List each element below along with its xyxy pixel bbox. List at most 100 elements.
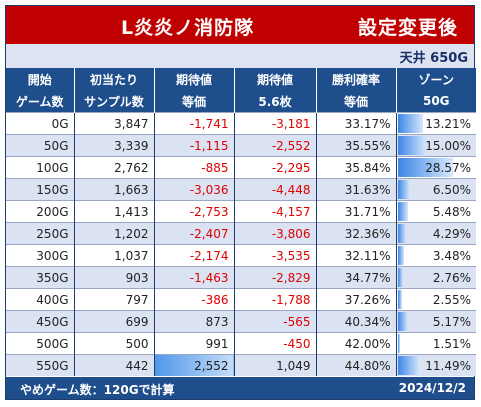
- header-start: 開始: [6, 68, 75, 90]
- table-row: 50G 3,339 -1,115 -2,552 35.55% 15.00%: [6, 134, 476, 157]
- cell-ev-56: -2,295: [234, 156, 317, 179]
- cell-samples: 3,339: [74, 134, 155, 157]
- table-row: 0G 3,847 -1,741 -3,181 33.17% 13.21%: [6, 112, 476, 135]
- cell-zone: 5.48%: [396, 200, 476, 223]
- cell-text: 5.48%: [432, 204, 471, 219]
- cell-zone: 3.48%: [396, 244, 476, 267]
- zone-rate-bar: [397, 202, 409, 221]
- zone-rate-bar: [397, 356, 420, 375]
- cell-text: 442: [125, 358, 149, 373]
- cell-start: 50G: [6, 134, 75, 157]
- cell-text: 1,037: [114, 248, 149, 263]
- zone-rate-bar: [397, 268, 403, 287]
- cell-text: 34.77%: [344, 270, 391, 285]
- cell-start: 450G: [6, 310, 75, 333]
- cell-samples: 797: [74, 288, 155, 311]
- zone-rate-bar: [397, 224, 406, 243]
- cell-text: 31.63%: [344, 182, 391, 197]
- cell-text: 1,202: [114, 226, 149, 241]
- cell-text: -885: [201, 160, 229, 175]
- cell-ev-equal: -1,741: [154, 112, 235, 135]
- cell-ev-equal: -2,407: [154, 222, 235, 245]
- title-bar: L炎炎ノ消防隊 設定変更後: [6, 6, 474, 44]
- cell-text: 200G: [36, 204, 69, 219]
- cell-start: 0G: [6, 112, 75, 135]
- table-row: 200G 1,413 -2,753 -4,157 31.71% 5.48%: [6, 200, 476, 223]
- cell-text: -1,115: [189, 138, 229, 153]
- cell-text: 2,762: [114, 160, 149, 175]
- cell-text: -386: [201, 292, 229, 307]
- table-row: 250G 1,202 -2,407 -3,806 32.36% 4.29%: [6, 222, 476, 245]
- cell-text: -3,036: [189, 182, 229, 197]
- data-table: 開始 初当たり 期待値 期待値 勝利確率 ゾーン ゲーム数 サンプル数 等価 5…: [6, 68, 476, 376]
- cell-samples: 1,202: [74, 222, 155, 245]
- cell-text: 15.00%: [425, 138, 471, 153]
- cell-text: -565: [283, 314, 311, 329]
- cell-zone: 6.50%: [396, 178, 476, 201]
- machine-title: L炎炎ノ消防隊: [121, 17, 255, 39]
- table-row: 300G 1,037 -2,174 -3,535 32.11% 3.48%: [6, 244, 476, 267]
- cell-ev-equal: 991: [154, 332, 235, 355]
- cell-ev-56: -2,552: [234, 134, 317, 157]
- cell-text: 400G: [36, 292, 69, 307]
- cell-text: 500: [125, 336, 149, 351]
- cell-text: 550G: [36, 358, 69, 373]
- cell-text: 28.57%: [425, 160, 471, 175]
- cell-text: 450G: [36, 314, 69, 329]
- cell-text: 31.71%: [344, 204, 391, 219]
- cell-text: 150G: [36, 182, 69, 197]
- cell-text: 32.11%: [344, 248, 391, 263]
- cell-text: 35.84%: [344, 160, 391, 175]
- cell-text: 100G: [36, 160, 69, 175]
- cell-text: -450: [283, 336, 311, 351]
- header-ev-56: 期待値: [234, 68, 317, 90]
- cell-text: 2,552: [194, 358, 229, 373]
- cell-text: 33.17%: [344, 116, 391, 131]
- cell-start: 550G: [6, 354, 75, 376]
- footer-bar: やめゲーム数：120Gで計算 2024/12/2: [6, 377, 474, 399]
- cell-ev-56: -450: [234, 332, 317, 355]
- cell-text: 3,847: [114, 116, 149, 131]
- cell-samples: 3,847: [74, 112, 155, 135]
- cell-zone: 28.57%: [396, 156, 476, 179]
- cell-ev-equal: -1,115: [154, 134, 235, 157]
- cell-win: 40.34%: [316, 310, 397, 333]
- cell-text: -1,463: [189, 270, 229, 285]
- header-win-rate: 勝利確率: [316, 68, 397, 90]
- cell-win: 31.63%: [316, 178, 397, 201]
- cell-text: -2,295: [271, 160, 311, 175]
- cell-text: 250G: [36, 226, 69, 241]
- cell-zone: 2.76%: [396, 266, 476, 289]
- cell-text: 37.26%: [344, 292, 391, 307]
- cell-zone: 5.17%: [396, 310, 476, 333]
- cell-ev-56: -3,535: [234, 244, 317, 267]
- cell-ev-equal: 2,552: [154, 354, 235, 376]
- cell-win: 34.77%: [316, 266, 397, 289]
- date-label: 2024/12/2: [398, 381, 466, 395]
- cell-start: 350G: [6, 266, 75, 289]
- table-row: 150G 1,663 -3,036 -4,448 31.63% 6.50%: [6, 178, 476, 201]
- cell-text: -2,407: [189, 226, 229, 241]
- cell-text: 350G: [36, 270, 69, 285]
- cell-zone: 4.29%: [396, 222, 476, 245]
- cell-start: 150G: [6, 178, 75, 201]
- cell-zone: 15.00%: [396, 134, 476, 157]
- zone-rate-bar: [397, 290, 403, 309]
- ceiling-label: 天井 650G: [399, 51, 468, 66]
- cell-start: 200G: [6, 200, 75, 223]
- cell-win: 42.00%: [316, 332, 397, 355]
- cell-text: -4,448: [271, 182, 311, 197]
- cell-ev-56: -4,157: [234, 200, 317, 223]
- cell-text: 3.48%: [432, 248, 471, 263]
- table-row: 550G 442 2,552 1,049 44.80% 11.49%: [6, 354, 476, 376]
- cell-ev-equal: -386: [154, 288, 235, 311]
- cell-ev-56: -565: [234, 310, 317, 333]
- cell-text: 1,049: [276, 358, 311, 373]
- cell-text: 699: [125, 314, 149, 329]
- cell-zone: 11.49%: [396, 354, 476, 376]
- cell-text: -2,174: [189, 248, 229, 263]
- cell-text: 873: [205, 314, 229, 329]
- cell-text: -3,806: [271, 226, 311, 241]
- cell-text: 42.00%: [344, 336, 391, 351]
- cell-win: 35.55%: [316, 134, 397, 157]
